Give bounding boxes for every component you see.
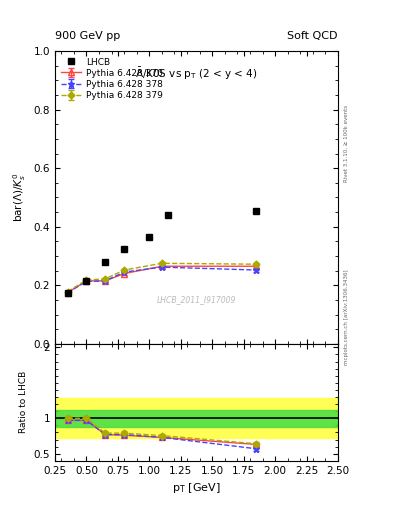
LHCB bbox=[147, 234, 152, 240]
X-axis label: p$_\mathrm{T}$ [GeV]: p$_\mathrm{T}$ [GeV] bbox=[172, 481, 221, 495]
Legend: LHCB, Pythia 6.428 370, Pythia 6.428 378, Pythia 6.428 379: LHCB, Pythia 6.428 370, Pythia 6.428 378… bbox=[59, 56, 164, 102]
Text: Rivet 3.1.10, ≥ 100k events: Rivet 3.1.10, ≥ 100k events bbox=[344, 105, 349, 182]
LHCB bbox=[166, 212, 171, 218]
Line: LHCB: LHCB bbox=[64, 207, 260, 296]
Text: mcplots.cern.ch [arXiv:1306.3436]: mcplots.cern.ch [arXiv:1306.3436] bbox=[344, 270, 349, 365]
LHCB bbox=[84, 278, 89, 284]
Text: $\bar{\Lambda}$/K0S vs p$_\mathrm{T}$ (2 < y < 4): $\bar{\Lambda}$/K0S vs p$_\mathrm{T}$ (2… bbox=[135, 66, 258, 82]
Text: LHCB_2011_I917009: LHCB_2011_I917009 bbox=[157, 295, 236, 305]
LHCB bbox=[122, 246, 127, 252]
Bar bbox=[55, 410, 338, 427]
Y-axis label: bar($\Lambda$)/$K^0_s$: bar($\Lambda$)/$K^0_s$ bbox=[11, 173, 28, 222]
Text: 900 GeV pp: 900 GeV pp bbox=[55, 31, 120, 41]
LHCB bbox=[254, 207, 259, 214]
Text: Soft QCD: Soft QCD bbox=[288, 31, 338, 41]
LHCB bbox=[103, 259, 108, 265]
LHCB bbox=[65, 289, 70, 295]
Bar bbox=[55, 398, 338, 438]
Y-axis label: Ratio to LHCB: Ratio to LHCB bbox=[19, 371, 28, 434]
